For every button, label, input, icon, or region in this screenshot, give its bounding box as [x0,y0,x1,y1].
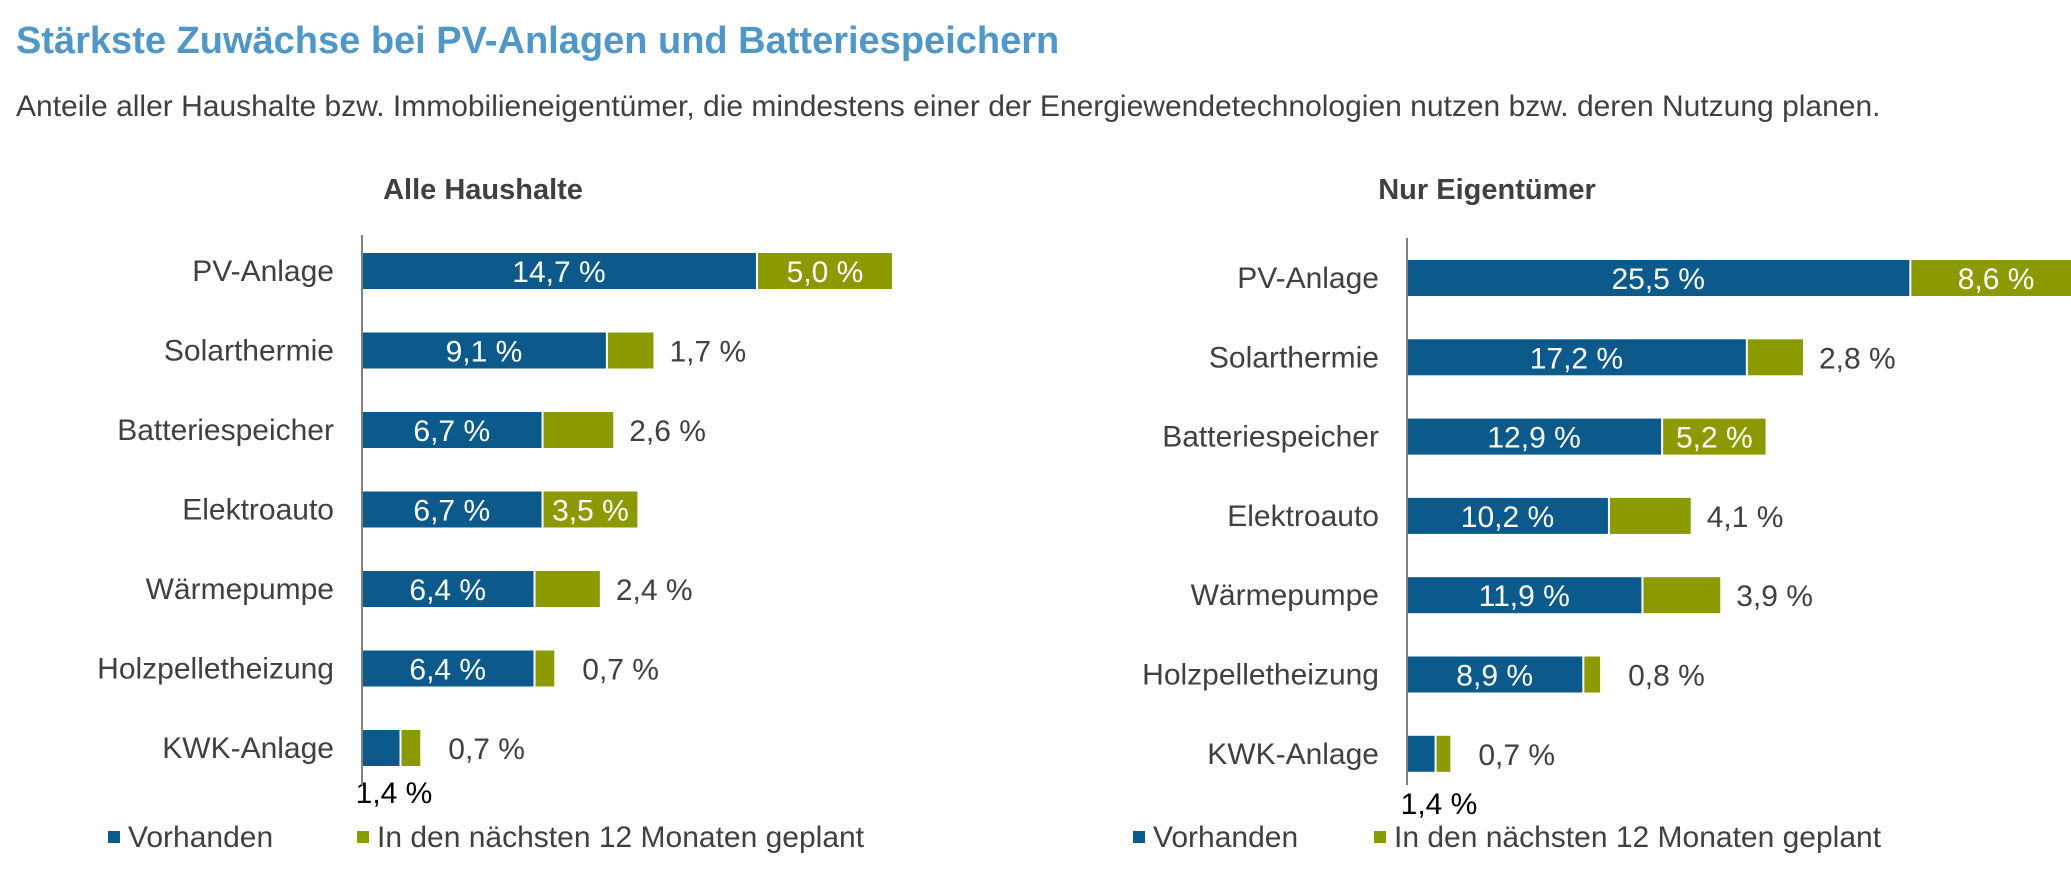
p2-bar-vorhanden [1407,497,1608,534]
p1-value-label-geplant: 3,5 % [552,495,629,528]
p1-value-label-vorhanden: 14,7 % [512,256,605,289]
p2-value-label-geplant: 8,6 % [1958,263,2035,296]
p1-bar-geplant [543,491,638,528]
p2-value-label-vorhanden: 17,2 % [1530,342,1623,375]
p2-value-label-vorhanden: 12,9 % [1487,422,1580,455]
p2-bar-vorhanden [1407,656,1583,693]
p1-value-label-geplant: 0,7 % [582,654,659,687]
p2-value-label-vorhanden: 25,5 % [1611,263,1704,296]
p2-bar-vorhanden [1407,735,1435,772]
chart-title: Stärkste Zuwächse bei PV-Anlagen und Bat… [16,20,1060,62]
p1-value-label-geplant: 0,7 % [448,733,525,766]
p2-value-label-geplant: 5,2 % [1676,422,1753,455]
p2-value-label-geplant: 2,8 % [1819,342,1896,375]
p2-bar-vorhanden [1407,260,1910,296]
p1-value-label-vorhanden: 6,4 % [409,574,486,607]
p2-category-label: KWK-Anlage [1207,738,1379,771]
p1-value-label-vorhanden: 6,7 % [413,415,490,448]
p1-bar-geplant [543,412,614,448]
p2-legend-swatch-vorhanden [1133,831,1145,843]
p1-bar-vorhanden [362,571,534,607]
p1-category-label: Batteriespeicher [117,414,334,447]
p2-bar-vorhanden [1407,577,1642,614]
p2-value-label-geplant: 3,9 % [1736,580,1813,613]
p1-category-label: Wärmepumpe [146,573,334,606]
p1-bar-vorhanden [362,730,400,766]
p2-bar-geplant [1584,656,1601,693]
p1-value-label-geplant: 2,4 % [616,574,693,607]
p2-panel-title: Nur Eigentümer [1378,174,1596,206]
p1-legend-swatch-vorhanden [108,831,120,843]
p1-panel-title: Alle Haushalte [383,174,583,206]
p2-bar-vorhanden [1407,418,1662,455]
p2-value-label-geplant: 0,8 % [1628,660,1705,693]
p2-bar-geplant [1436,735,1451,772]
p2-bar-geplant [1747,339,1803,376]
p1-bar-geplant [535,571,600,607]
p2-legend-label-vorhanden: Vorhanden [1153,821,1298,854]
p1-legend-label-vorhanden: Vorhanden [128,821,273,854]
p1-legend-swatch-geplant [357,831,369,843]
p1-bar-geplant [607,332,654,369]
p1-bar-vorhanden [362,332,606,369]
p2-bar-geplant [1911,260,2071,296]
p1-category-label: Holzpelletheizung [97,653,334,686]
p1-value-label-geplant: 2,6 % [629,415,706,448]
p1-value-label-vorhanden: 6,4 % [409,654,486,687]
p1-category-label: Solarthermie [164,335,334,368]
p2-legend-swatch-geplant [1374,831,1386,843]
p2-value-label-vorhanden: 8,9 % [1456,660,1533,693]
p1-bar-vorhanden [362,253,756,289]
p2-value-label-vorhanden: 11,9 % [1479,580,1570,613]
p2-category-label: Wärmepumpe [1191,579,1379,612]
p1-value-label-geplant: 5,0 % [787,256,864,289]
p1-value-label-vorhanden: 9,1 % [446,336,523,369]
p2-category-label: PV-Anlage [1237,262,1379,295]
p1-category-label: PV-Anlage [192,255,334,288]
p1-bar-vorhanden [362,491,542,528]
p1-bar-vorhanden [362,650,534,687]
p1-bar-geplant [757,253,892,289]
p1-bar-vorhanden [362,412,542,448]
p1-bar-geplant [401,730,421,766]
p2-value-label-vorhanden: 1,4 % [1401,788,1478,821]
p1-category-label: KWK-Anlage [162,732,334,765]
p2-bar-geplant [1609,497,1691,534]
p1-category-label: Elektroauto [182,494,334,527]
p2-category-label: Solarthermie [1209,341,1379,374]
p2-value-label-vorhanden: 10,2 % [1461,501,1554,534]
p2-category-label: Elektroauto [1227,500,1379,533]
p1-bar-geplant [535,650,555,687]
p1-legend-label-geplant: In den nächsten 12 Monaten geplant [377,821,865,854]
p2-category-label: Batteriespeicher [1162,421,1379,454]
p2-bar-geplant [1643,577,1721,614]
p2-bar-geplant [1663,418,1766,455]
p2-category-label: Holzpelletheizung [1142,659,1379,692]
p2-value-label-geplant: 0,7 % [1478,739,1555,772]
p1-value-label-vorhanden: 1,4 % [356,777,433,810]
p2-value-label-geplant: 4,1 % [1707,501,1784,534]
p1-value-label-vorhanden: 6,7 % [413,495,490,528]
p1-value-label-geplant: 1,7 % [669,336,746,369]
p2-legend-label-geplant: In den nächsten 12 Monaten geplant [1394,821,1882,854]
p2-bar-vorhanden [1407,339,1746,376]
chart-subtitle: Anteile aller Haushalte bzw. Immobiliene… [16,90,1881,123]
